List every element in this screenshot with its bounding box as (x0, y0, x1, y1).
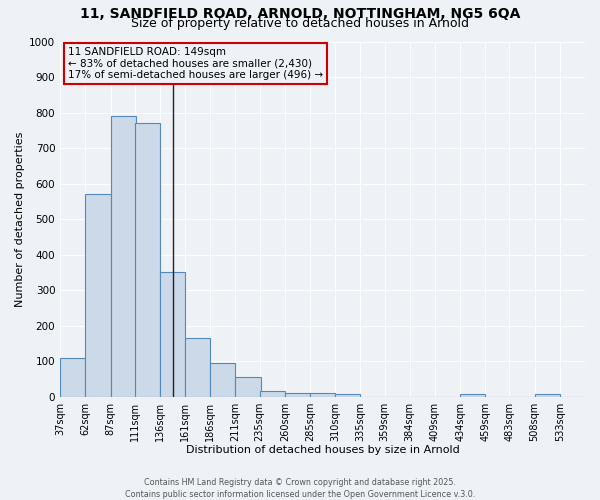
Text: Size of property relative to detached houses in Arnold: Size of property relative to detached ho… (131, 18, 469, 30)
Bar (260, 392, 285, 396)
Bar (210, 363, 235, 396)
Y-axis label: Number of detached properties: Number of detached properties (15, 132, 25, 306)
Bar (235, 377, 260, 396)
Text: 11, SANDFIELD ROAD, ARNOLD, NOTTINGHAM, NG5 6QA: 11, SANDFIELD ROAD, ARNOLD, NOTTINGHAM, … (80, 8, 520, 22)
Bar (85, 194, 110, 396)
Bar (185, 338, 210, 396)
Bar (335, 394, 361, 396)
Bar (285, 393, 310, 396)
Bar (460, 394, 485, 396)
Bar (160, 272, 185, 396)
Text: 11 SANDFIELD ROAD: 149sqm
← 83% of detached houses are smaller (2,430)
17% of se: 11 SANDFIELD ROAD: 149sqm ← 83% of detac… (68, 47, 323, 80)
Bar (134, 123, 160, 396)
Bar (535, 394, 560, 396)
X-axis label: Distribution of detached houses by size in Arnold: Distribution of detached houses by size … (186, 445, 460, 455)
Bar (310, 393, 335, 396)
Bar (110, 116, 136, 396)
Text: Contains HM Land Registry data © Crown copyright and database right 2025.
Contai: Contains HM Land Registry data © Crown c… (125, 478, 475, 499)
Bar (60, 358, 85, 397)
